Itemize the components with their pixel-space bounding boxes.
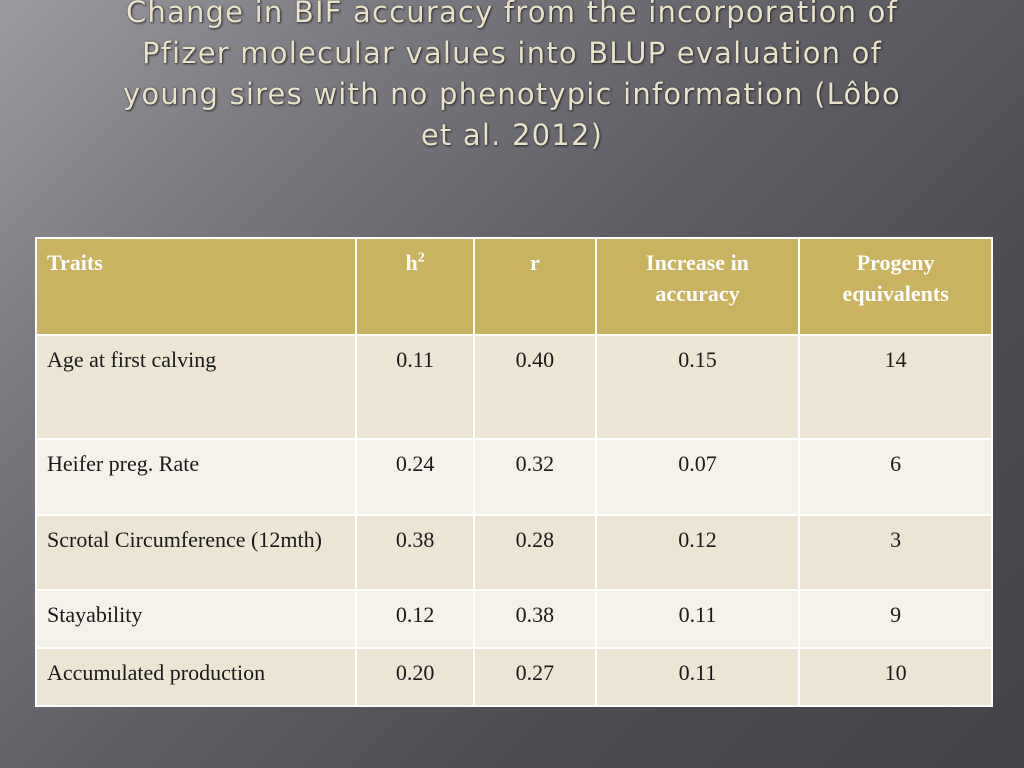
- table-row: Age at first calving 0.11 0.40 0.15 14: [34, 334, 993, 440]
- table-row: Heifer preg. Rate 0.24 0.32 0.07 6: [34, 438, 993, 516]
- cell-r: 0.38: [472, 589, 597, 649]
- cell-r: 0.40: [472, 334, 597, 440]
- header-h2: h2: [355, 237, 475, 336]
- header-increase-in-accuracy: Increase in accuracy: [594, 237, 801, 336]
- cell-r: 0.32: [472, 438, 597, 516]
- title-line-2: Pfizer molecular values into BLUP evalua…: [141, 36, 883, 70]
- table-row: Accumulated production 0.20 0.27 0.11 10: [34, 647, 993, 707]
- header-r: r: [472, 237, 597, 336]
- cell-progeny: 10: [798, 647, 993, 707]
- cell-progeny: 14: [798, 334, 993, 440]
- cell-increase: 0.12: [594, 514, 801, 591]
- header-progeny-equivalents: Progeny equivalents: [798, 237, 993, 336]
- cell-progeny: 3: [798, 514, 993, 591]
- cell-h2: 0.24: [355, 438, 475, 516]
- title-line-1: Change in BIF accuracy from the incorpor…: [125, 0, 899, 29]
- title-line-4: et al. 2012): [420, 118, 604, 152]
- cell-h2: 0.11: [355, 334, 475, 440]
- cell-increase: 0.15: [594, 334, 801, 440]
- cell-h2: 0.20: [355, 647, 475, 707]
- table-row: Scrotal Circumference (12mth) 0.38 0.28 …: [34, 514, 993, 591]
- cell-trait: Stayability: [34, 589, 358, 649]
- title-line-3: young sires with no phenotypic informati…: [123, 77, 901, 111]
- cell-progeny: 9: [798, 589, 993, 649]
- table-header-row: Traits h2 r Increase in accuracy Progeny…: [34, 237, 993, 336]
- header-h2-base: h: [405, 250, 418, 275]
- cell-h2: 0.12: [355, 589, 475, 649]
- header-h2-superscript: 2: [417, 250, 425, 266]
- cell-trait: Age at first calving: [34, 334, 358, 440]
- slide-title: Change in BIF accuracy from the incorpor…: [30, 0, 994, 156]
- cell-h2: 0.38: [355, 514, 475, 591]
- cell-r: 0.27: [472, 647, 597, 707]
- cell-increase: 0.07: [594, 438, 801, 516]
- cell-trait: Heifer preg. Rate: [34, 438, 358, 516]
- cell-trait: Scrotal Circumference (12mth): [34, 514, 358, 591]
- cell-trait: Accumulated production: [34, 647, 358, 707]
- cell-progeny: 6: [798, 438, 993, 516]
- cell-increase: 0.11: [594, 647, 801, 707]
- cell-increase: 0.11: [594, 589, 801, 649]
- accuracy-table: Traits h2 r Increase in accuracy Progeny…: [34, 237, 993, 707]
- table-row: Stayability 0.12 0.38 0.11 9: [34, 589, 993, 649]
- header-traits: Traits: [34, 237, 358, 336]
- cell-r: 0.28: [472, 514, 597, 591]
